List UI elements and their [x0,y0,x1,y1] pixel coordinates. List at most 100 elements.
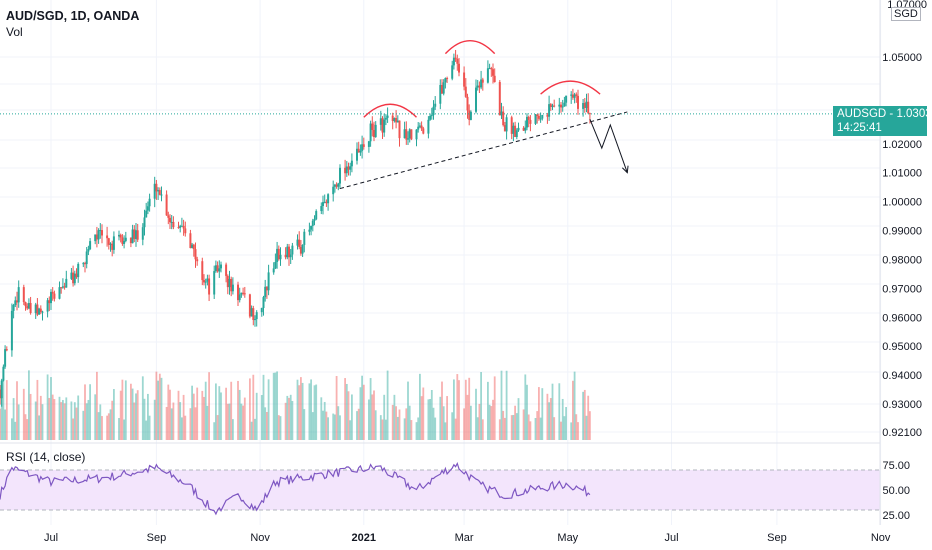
candle-body [184,228,187,234]
candle-body [27,303,30,309]
volume-bar [170,408,173,440]
candle-body [503,125,506,132]
candle-body [347,166,350,170]
candle-body [311,220,314,226]
volume-bar [266,411,268,440]
candle-body [51,291,54,294]
volume-bar [403,418,406,440]
candle-body [299,247,302,254]
candle-body [10,310,13,351]
candle-body [252,308,255,320]
candle-body [583,103,586,108]
volume-bar [272,372,275,440]
candle-body [534,114,537,124]
candle-body [393,118,396,121]
volume-bar [288,397,290,440]
candle-body [322,202,324,207]
volume-legend[interactable]: Vol [6,25,23,39]
volume-bar [359,387,362,440]
volume-bar [289,394,292,440]
volume-bar [226,403,229,440]
candle-body [60,287,63,289]
candle-body [12,305,15,311]
rsi-axis-label: 75.00 [882,460,910,472]
volume-bar [26,419,29,440]
candle-body [237,284,239,301]
candle-body [362,144,365,147]
candle-body [536,114,539,116]
volume-bar [267,379,270,440]
volume-bar [395,406,397,440]
volume-bar [48,397,51,440]
time-axis[interactable]: Jul Sep Nov 2021 Mar May Jul Sep Nov [44,532,891,544]
volume-bar [570,422,573,440]
candle-body [526,116,528,128]
volume-bar [585,415,588,440]
volume-bar [279,416,282,440]
price-axis-unit[interactable]: SGD [891,7,921,21]
candle-body [14,300,17,306]
candle-body [345,166,348,174]
candle-body [588,113,591,115]
candle-body [560,104,562,108]
volume-bar [361,375,363,440]
volume-bar [97,412,100,440]
candle-body [286,246,289,258]
candle-body [432,106,435,116]
symbol-title[interactable]: AUD/SGD, 1D, OANDA [6,9,140,23]
volume-bar [481,419,484,440]
volume-bar [133,402,136,440]
candle-body [131,229,134,244]
volume-bar [252,374,255,440]
candle-body [248,294,251,317]
candle-body [522,127,525,131]
candle-body [510,117,513,134]
volume-bar [291,400,294,440]
volume-bar [369,378,372,440]
candle-body [337,183,340,187]
volume-bar [351,394,353,440]
volume-bar [262,374,265,440]
volume-bar [216,415,219,440]
candle-body [396,120,399,123]
volume-bar [99,404,102,440]
volume-bar [0,395,3,440]
volume-bar [303,409,306,440]
volume-bar [157,380,159,440]
volume-bar [62,400,64,440]
volume-bar [118,418,120,440]
volume-bar [28,370,30,440]
volume-bar [130,383,132,440]
volume-bar [131,388,134,440]
rsi-axis[interactable]: 75.00 50.00 25.00 [882,460,910,522]
candle-body [398,120,401,139]
candle-body [189,233,192,249]
candle-body [327,194,330,204]
volume-bar [24,414,27,440]
rsi-legend[interactable]: RSI (14, close) [6,450,86,464]
candle-body [587,101,590,114]
candle-body [61,286,64,288]
volume-bar [405,408,408,440]
volume-bar [522,409,525,440]
price-axis[interactable]: 1.070001.050001.030001.020001.010001.000… [882,0,927,439]
volume-bar [296,379,299,440]
volume-bar [72,418,74,440]
volume-bar [145,420,148,440]
volume-bar [124,380,127,440]
volume-bar [480,372,482,440]
time-axis-label: Mar [455,532,474,544]
volume-bar [476,417,479,440]
candle-body [420,125,423,129]
candle-body [288,246,290,258]
volume-bar [453,379,455,440]
candle-body [384,117,387,120]
candle-body [548,104,551,117]
candle-body [325,201,328,204]
candle-body [277,248,280,260]
volume-bar [225,387,227,440]
projected-move [589,118,628,173]
volume-bar [286,395,289,440]
volume-bar [215,383,217,440]
